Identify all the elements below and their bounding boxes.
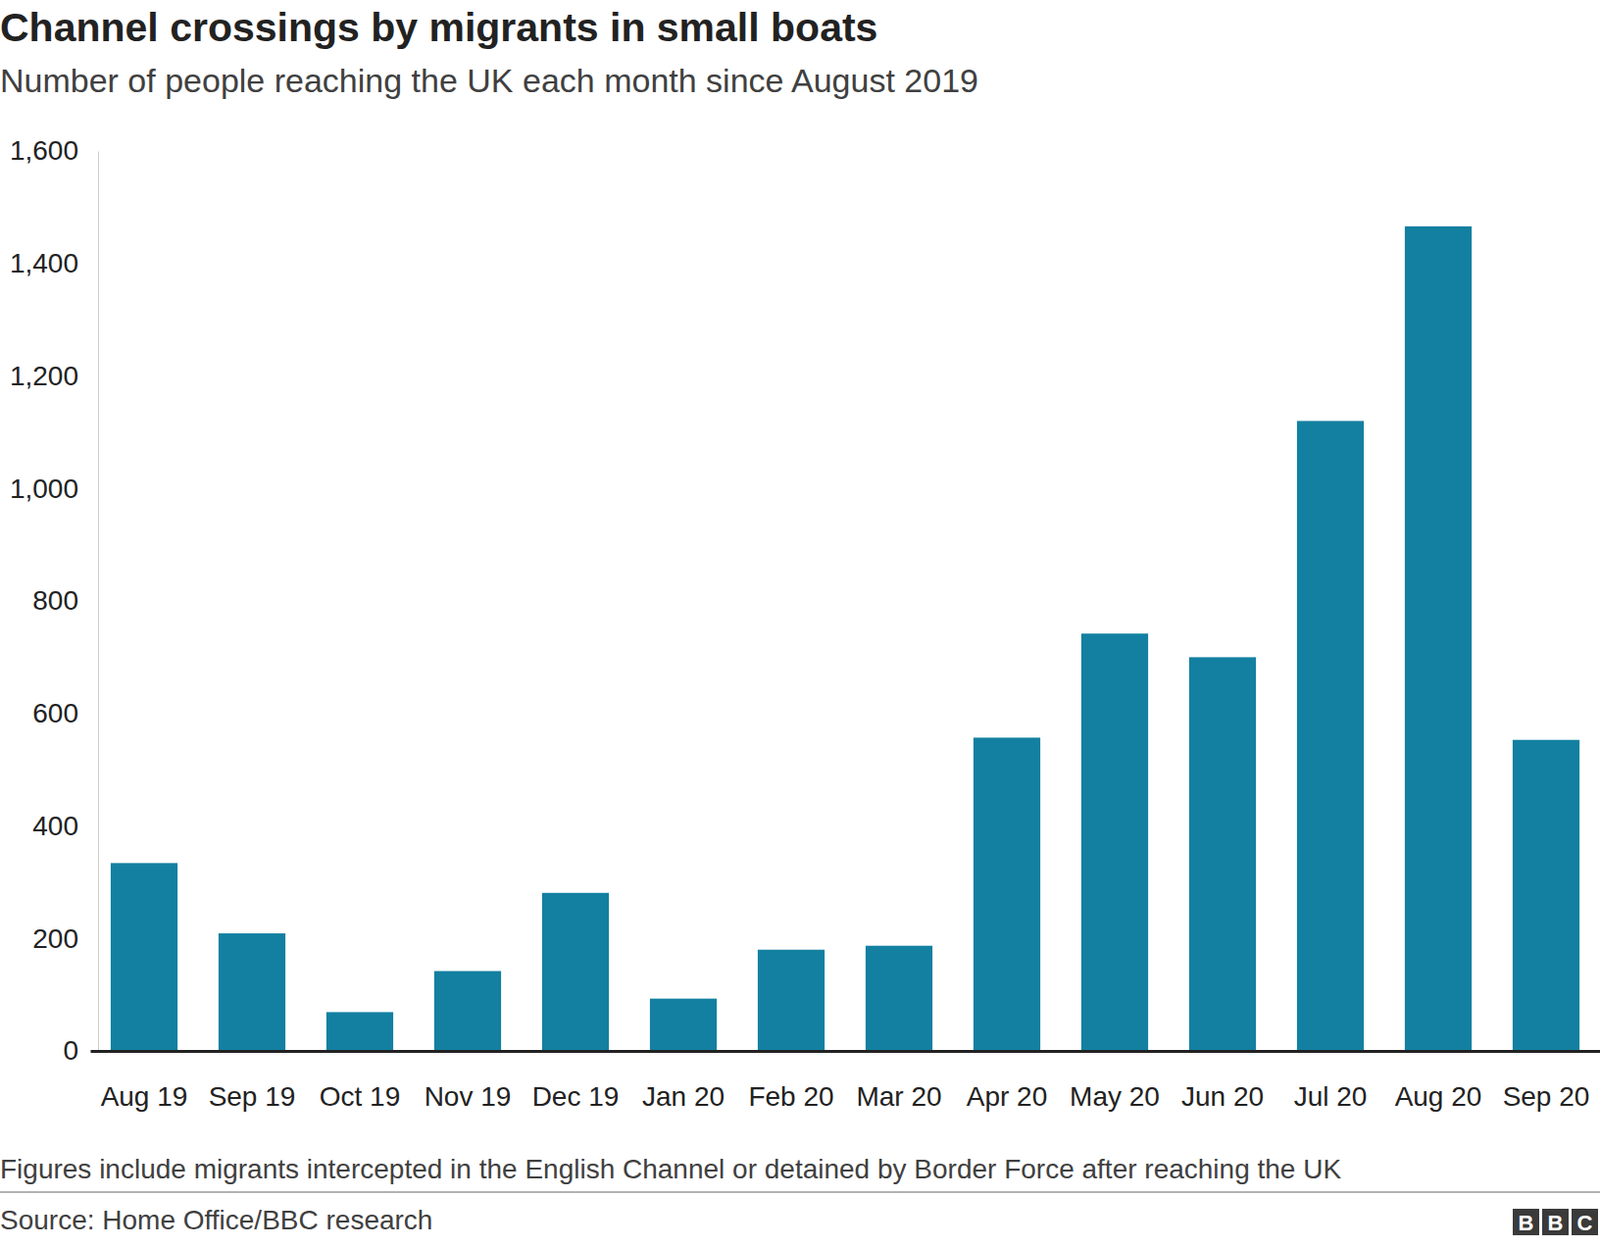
x-axis: Aug 19 Sep 19 Oct 19 Nov 19 Dec 19 Jan 20 Feb … [91, 1050, 1600, 1112]
x-tick-label: Sep 20 [1502, 1081, 1591, 1112]
x-tick: Aug 19 [100, 1050, 189, 1112]
x-tick: Jan 20 [642, 1050, 725, 1112]
x-tick-label: Jan 20 [642, 1081, 725, 1112]
x-tick-label: Aug 19 [100, 1081, 189, 1112]
bar [1189, 656, 1256, 1051]
y-axis-line [98, 151, 100, 1052]
x-tick: May 20 [1069, 1050, 1160, 1112]
x-tick-label: Nov 19 [424, 1081, 512, 1112]
bar [218, 933, 286, 1051]
x-tick: Sep 19 [208, 1050, 297, 1112]
y-tick-label: 1,600 [9, 135, 79, 166]
y-tick-label: 400 [32, 810, 79, 842]
bar [434, 971, 501, 1051]
x-tick-label: Sep 19 [208, 1081, 297, 1112]
y-tick: 400 [32, 810, 99, 842]
x-tick-label: Apr 20 [966, 1081, 1049, 1112]
bar [1297, 420, 1364, 1051]
x-tick-label: May 20 [1069, 1081, 1160, 1112]
y-tick-label: 1,200 [9, 360, 79, 392]
y-tick-label: 800 [32, 585, 79, 616]
bar [1081, 633, 1149, 1051]
bar [110, 862, 178, 1051]
logo: BBC [1512, 1208, 1599, 1236]
y-tick: 1,200 [9, 360, 99, 392]
bar [326, 1011, 394, 1051]
title: Channel crossings by migrants in small b… [0, 4, 878, 50]
x-tick-label: Jun 20 [1181, 1081, 1264, 1112]
footer-rule [0, 1191, 1600, 1194]
y-tick: 1,000 [9, 473, 99, 504]
y-tick: 600 [32, 698, 99, 729]
x-tick: Mar 20 [855, 1050, 942, 1112]
bar [973, 737, 1041, 1051]
subtitle: Number of people reaching the UK each mo… [0, 61, 979, 100]
bar [865, 946, 933, 1051]
x-tick: Jul 20 [1294, 1050, 1368, 1112]
x-tick: Dec 19 [532, 1050, 620, 1112]
x-tick: Nov 19 [424, 1050, 512, 1112]
bar [650, 999, 717, 1051]
x-tick-label: Feb 20 [748, 1081, 834, 1112]
y-tick-label: 1,000 [9, 473, 79, 504]
bar [1404, 226, 1472, 1051]
y-tick: 800 [32, 585, 99, 616]
x-tick-label: Aug 20 [1395, 1081, 1483, 1112]
x-axis-line [91, 1050, 1600, 1053]
note: Figures include migrants intercepted in … [0, 1153, 1342, 1185]
chart: Channel crossings by migrants in small b… [0, 0, 1600, 1247]
y-axis: 0 200 400 600 800 1,000 1,200 1,400 1,600 [9, 135, 100, 1066]
x-tick: Jun 20 [1181, 1050, 1264, 1112]
x-tick-label: Jul 20 [1294, 1081, 1368, 1112]
x-tick: Apr 20 [966, 1050, 1049, 1112]
bars [110, 226, 1580, 1051]
x-tick: Oct 19 [319, 1050, 400, 1112]
x-tick-label: Dec 19 [532, 1081, 620, 1112]
x-tick: Aug 20 [1395, 1050, 1483, 1112]
y-tick-label: 600 [32, 698, 79, 729]
bar [1512, 740, 1580, 1051]
y-tick-label: 1,400 [9, 248, 79, 279]
logo-text: BBC [1518, 1210, 1594, 1236]
x-tick: Sep 20 [1502, 1050, 1591, 1112]
y-tick-label: 200 [32, 923, 79, 954]
y-tick: 1,600 [9, 135, 99, 166]
y-tick: 1,400 [9, 248, 99, 279]
bar [757, 950, 825, 1051]
x-tick: Feb 20 [748, 1050, 834, 1112]
x-tick-label: Oct 19 [319, 1081, 400, 1112]
y-tick-label: 0 [62, 1035, 79, 1066]
source: Source: Home Office/BBC research [0, 1204, 433, 1236]
y-tick: 200 [32, 923, 99, 954]
x-tick-label: Mar 20 [855, 1081, 942, 1112]
bar [542, 893, 609, 1051]
